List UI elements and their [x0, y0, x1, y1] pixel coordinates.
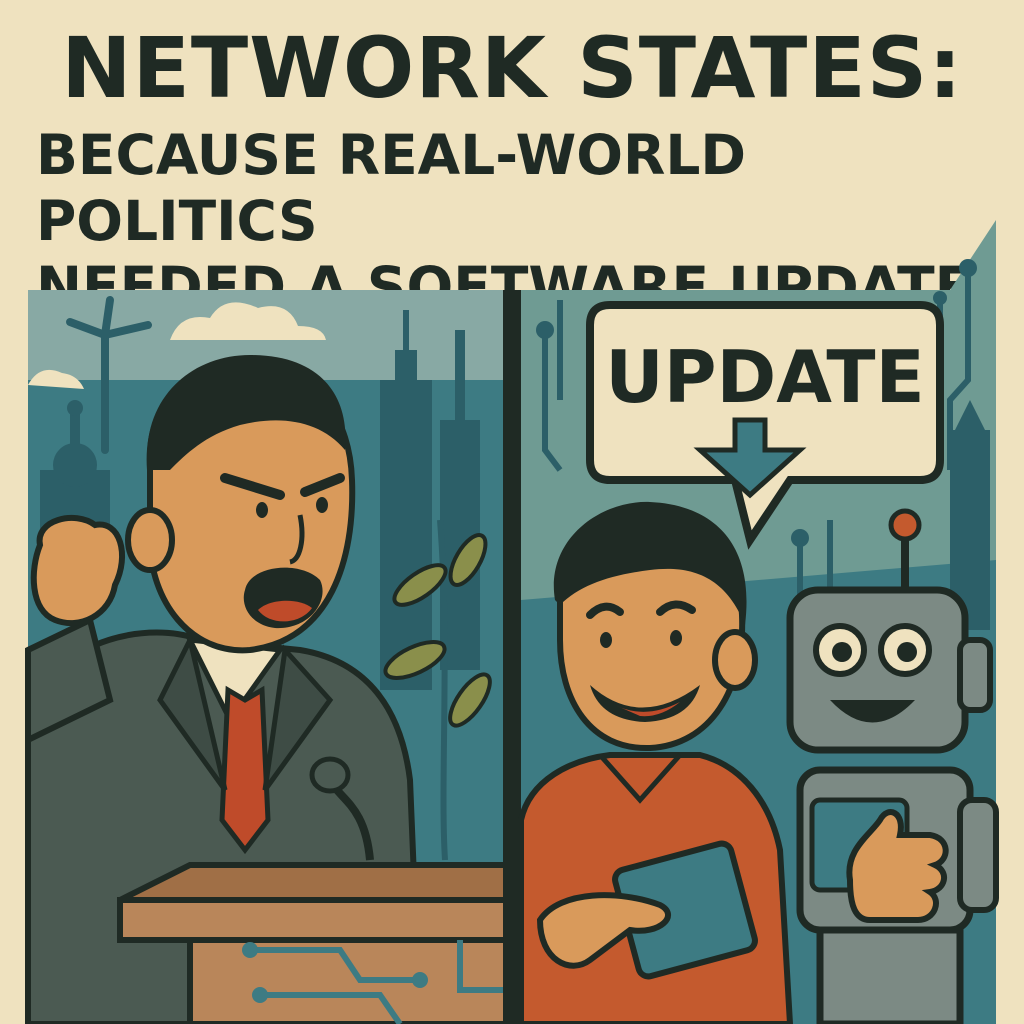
- robot-figure: [786, 508, 999, 1024]
- antenna-icon: [888, 508, 922, 542]
- down-arrow-icon: [693, 417, 807, 499]
- thumbs-up-icon: [846, 809, 949, 923]
- cloud-icon: [170, 302, 326, 340]
- speech-bubble: UPDATE: [586, 301, 944, 550]
- page-title: NETWORK STATES:: [61, 19, 963, 117]
- subtitle-line-1: BECAUSE REAL-WORLD POLITICS: [36, 123, 747, 253]
- smiling-person-figure: [518, 501, 794, 1024]
- wind-turbine-icon: [66, 296, 152, 454]
- speech-bubble-label: UPDATE: [605, 335, 924, 419]
- panel-divider: [503, 290, 521, 1024]
- microphone-icon: [309, 756, 374, 861]
- tie: [219, 685, 271, 855]
- fist-icon: [30, 514, 126, 627]
- circuit-pattern: [250, 940, 506, 1024]
- right-panel: UPDATE: [518, 220, 999, 1024]
- left-panel: [25, 290, 509, 1024]
